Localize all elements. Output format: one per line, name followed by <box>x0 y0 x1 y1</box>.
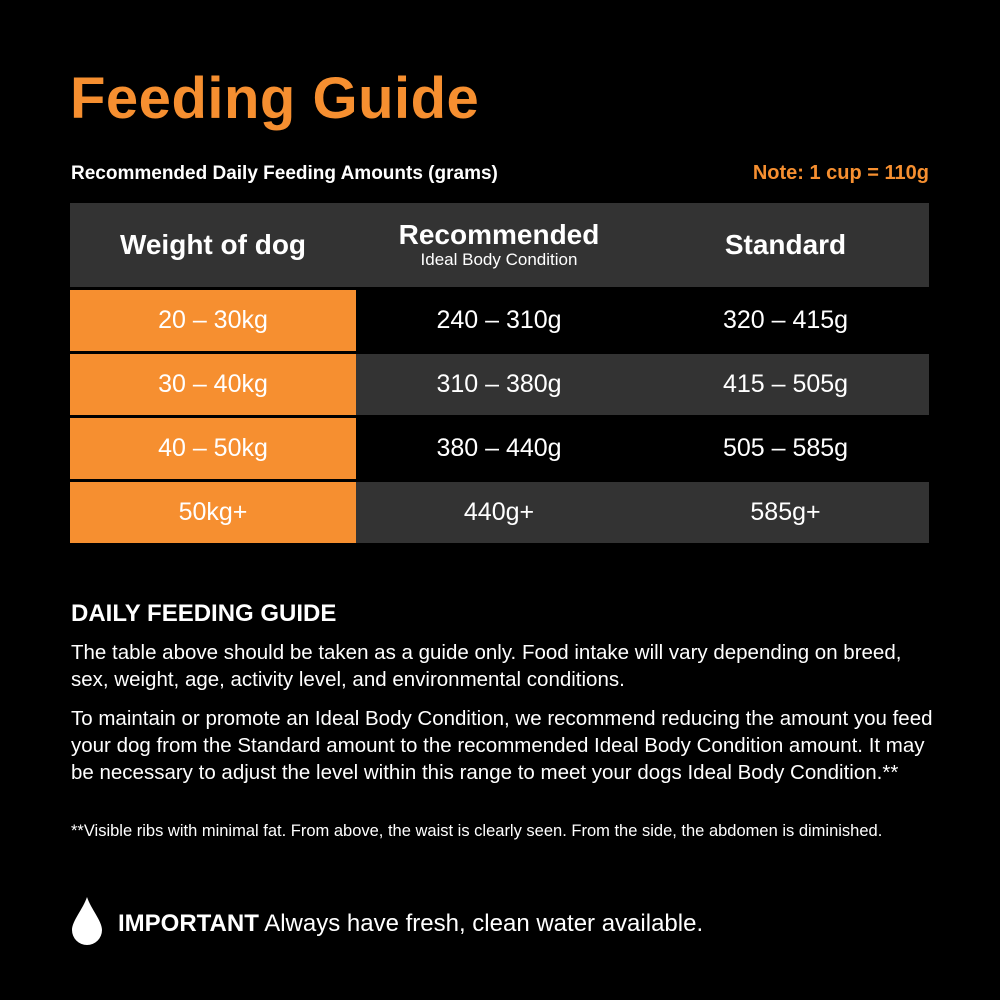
table-row: 20 – 30kg 240 – 310g 320 – 415g <box>70 290 929 351</box>
standard-cell: 320 – 415g <box>722 306 849 334</box>
page-title: Feeding Guide <box>70 66 480 131</box>
column-header-sublabel: Ideal Body Condition <box>420 250 578 269</box>
guide-paragraph-1: The table above should be taken as a gui… <box>71 641 902 691</box>
table-row: 50kg+ 440g+ 585g+ <box>70 482 929 543</box>
important-text: Always have fresh, clean water available… <box>264 909 704 937</box>
table-row: 40 – 50kg 380 – 440g 505 – 585g <box>70 418 929 479</box>
recommended-cell: 440g+ <box>356 482 642 543</box>
table-header-row: Weight of dog Recommended Ideal Body Con… <box>70 203 929 287</box>
column-header-standard: Standard <box>642 203 929 287</box>
cup-conversion-note: Note: 1 cup = 110g <box>752 162 929 184</box>
weight-cell: 30 – 40kg <box>70 354 356 415</box>
standard-cell: 415 – 505g <box>642 354 929 415</box>
column-header-recommended: Recommended Ideal Body Condition <box>356 203 642 287</box>
table-row: 30 – 40kg 310 – 380g 415 – 505g <box>70 354 929 415</box>
daily-guide-heading: DAILY FEEDING GUIDE <box>71 600 337 627</box>
table-subtitle: Recommended Daily Feeding Amounts (grams… <box>71 163 498 184</box>
weight-cell: 40 – 50kg <box>70 418 356 479</box>
recommended-cell: 310 – 380g <box>356 354 642 415</box>
feeding-table: Weight of dog Recommended Ideal Body Con… <box>70 203 929 543</box>
recommended-cell: 240 – 310g <box>436 306 562 334</box>
column-header-label: Recommended <box>398 219 600 250</box>
weight-cell: 20 – 30kg <box>70 290 356 351</box>
guide-footnote: **Visible ribs with minimal fat. From ab… <box>71 822 883 840</box>
standard-cell: 505 – 585g <box>722 434 849 462</box>
important-label: IMPORTANT <box>118 909 259 937</box>
recommended-cell: 380 – 440g <box>436 434 562 462</box>
column-header-weight: Weight of dog <box>70 203 356 287</box>
standard-cell: 585g+ <box>642 482 929 543</box>
important-notice: IMPORTANT Always have fresh, clean water… <box>70 895 703 952</box>
guide-paragraph-2: To maintain or promote an Ideal Body Con… <box>71 707 933 784</box>
column-header-label: Standard <box>724 229 847 260</box>
column-header-label: Weight of dog <box>119 229 307 260</box>
water-drop-icon <box>70 895 104 952</box>
weight-cell: 50kg+ <box>70 482 356 543</box>
